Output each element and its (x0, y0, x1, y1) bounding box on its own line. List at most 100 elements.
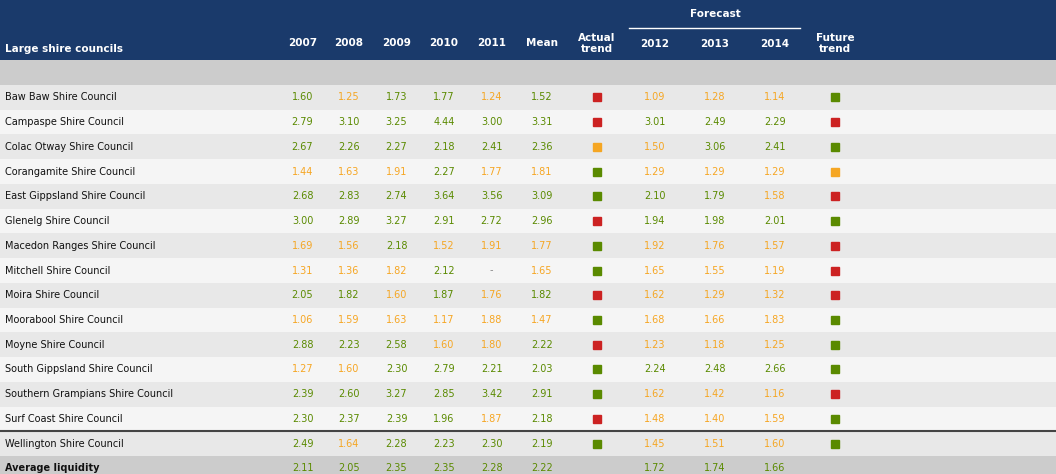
Text: 2.28: 2.28 (480, 464, 503, 474)
Text: 3.31: 3.31 (531, 117, 552, 127)
Text: 2.68: 2.68 (291, 191, 314, 201)
Text: 1.66: 1.66 (704, 315, 725, 325)
Text: 2.03: 2.03 (531, 365, 552, 374)
Text: 1.62: 1.62 (644, 389, 665, 399)
Text: 2.30: 2.30 (385, 365, 408, 374)
Text: 2.36: 2.36 (531, 142, 552, 152)
Text: 1.36: 1.36 (338, 265, 360, 275)
Text: Corangamite Shire Council: Corangamite Shire Council (5, 166, 135, 177)
Text: 2.05: 2.05 (338, 464, 360, 474)
Text: 2.39: 2.39 (291, 389, 314, 399)
Text: 1.73: 1.73 (385, 92, 408, 102)
Bar (0, 382, 1056, 407)
Text: Moyne Shire Council: Moyne Shire Council (5, 340, 105, 350)
Text: Moorabool Shire Council: Moorabool Shire Council (5, 315, 124, 325)
Text: 2.24: 2.24 (644, 365, 665, 374)
Text: 2012: 2012 (640, 39, 670, 49)
Text: 1.29: 1.29 (644, 166, 665, 177)
Bar (0, 110, 1056, 135)
Text: 2.72: 2.72 (480, 216, 503, 226)
Text: 2.05: 2.05 (291, 290, 314, 301)
Text: 1.83: 1.83 (765, 315, 786, 325)
Text: Moira Shire Council: Moira Shire Council (5, 290, 99, 301)
Text: 2.01: 2.01 (765, 216, 786, 226)
Text: 2011: 2011 (477, 38, 506, 48)
Text: 2.27: 2.27 (385, 142, 408, 152)
Text: 2.96: 2.96 (531, 216, 552, 226)
Text: 2.60: 2.60 (338, 389, 360, 399)
Text: 1.52: 1.52 (433, 241, 455, 251)
Text: 1.62: 1.62 (644, 290, 665, 301)
Bar (0, 332, 1056, 357)
Text: 2.41: 2.41 (480, 142, 503, 152)
Text: Macedon Ranges Shire Council: Macedon Ranges Shire Council (5, 241, 156, 251)
Text: 3.00: 3.00 (480, 117, 503, 127)
Text: Glenelg Shire Council: Glenelg Shire Council (5, 216, 110, 226)
Text: 3.09: 3.09 (531, 191, 552, 201)
Bar (0, 357, 1056, 382)
Text: East Gippsland Shire Council: East Gippsland Shire Council (5, 191, 146, 201)
Text: Wellington Shire Council: Wellington Shire Council (5, 439, 124, 449)
Text: 1.47: 1.47 (531, 315, 552, 325)
Text: 1.76: 1.76 (480, 290, 503, 301)
Text: 2.85: 2.85 (433, 389, 455, 399)
Text: 3.06: 3.06 (704, 142, 725, 152)
Text: 1.29: 1.29 (704, 166, 725, 177)
Text: -: - (490, 265, 493, 275)
Text: 1.87: 1.87 (480, 414, 503, 424)
Text: 2.35: 2.35 (433, 464, 455, 474)
Text: Forecast: Forecast (690, 9, 740, 19)
Text: 1.58: 1.58 (765, 191, 786, 201)
Text: 2.26: 2.26 (338, 142, 360, 152)
Text: 2.18: 2.18 (385, 241, 408, 251)
Text: 2.29: 2.29 (765, 117, 786, 127)
Text: 2.21: 2.21 (480, 365, 503, 374)
Text: 1.72: 1.72 (644, 464, 665, 474)
Text: 2.12: 2.12 (433, 265, 455, 275)
Text: 1.42: 1.42 (704, 389, 725, 399)
Text: 1.55: 1.55 (704, 265, 725, 275)
Text: 1.59: 1.59 (338, 315, 360, 325)
Bar (0, 308, 1056, 332)
Text: 2.28: 2.28 (385, 439, 408, 449)
Text: 2.48: 2.48 (704, 365, 725, 374)
Text: 2008: 2008 (335, 38, 363, 48)
Text: 1.29: 1.29 (704, 290, 725, 301)
Text: 2.19: 2.19 (531, 439, 552, 449)
Text: 2.89: 2.89 (338, 216, 360, 226)
Text: 2.11: 2.11 (291, 464, 314, 474)
Text: 1.87: 1.87 (433, 290, 455, 301)
Text: 1.66: 1.66 (765, 464, 786, 474)
Text: 1.51: 1.51 (704, 439, 725, 449)
Text: 2.23: 2.23 (433, 439, 455, 449)
Text: 2.30: 2.30 (291, 414, 314, 424)
Text: 2.66: 2.66 (765, 365, 786, 374)
Text: 1.27: 1.27 (291, 365, 314, 374)
Text: 1.81: 1.81 (531, 166, 552, 177)
Text: 1.77: 1.77 (531, 241, 552, 251)
Text: 1.59: 1.59 (765, 414, 786, 424)
Text: 2.83: 2.83 (338, 191, 360, 201)
Text: 1.60: 1.60 (385, 290, 408, 301)
Text: 3.25: 3.25 (385, 117, 408, 127)
Text: 1.77: 1.77 (433, 92, 455, 102)
Text: 1.31: 1.31 (291, 265, 314, 275)
Text: 1.80: 1.80 (480, 340, 503, 350)
Text: 1.60: 1.60 (338, 365, 360, 374)
Text: 1.23: 1.23 (644, 340, 665, 350)
Text: Future
trend: Future trend (816, 33, 854, 54)
Text: 2.30: 2.30 (480, 439, 503, 449)
Text: 1.76: 1.76 (704, 241, 725, 251)
Text: 1.60: 1.60 (765, 439, 786, 449)
Text: 2009: 2009 (382, 38, 411, 48)
Bar (0, 283, 1056, 308)
Text: 1.88: 1.88 (480, 315, 503, 325)
Text: 2.18: 2.18 (531, 414, 552, 424)
Text: 2.37: 2.37 (338, 414, 360, 424)
Bar (0, 407, 1056, 431)
Bar (0, 258, 1056, 283)
Text: 1.25: 1.25 (338, 92, 360, 102)
Text: 3.10: 3.10 (338, 117, 360, 127)
Text: 2.91: 2.91 (433, 216, 455, 226)
Text: 2.18: 2.18 (433, 142, 455, 152)
